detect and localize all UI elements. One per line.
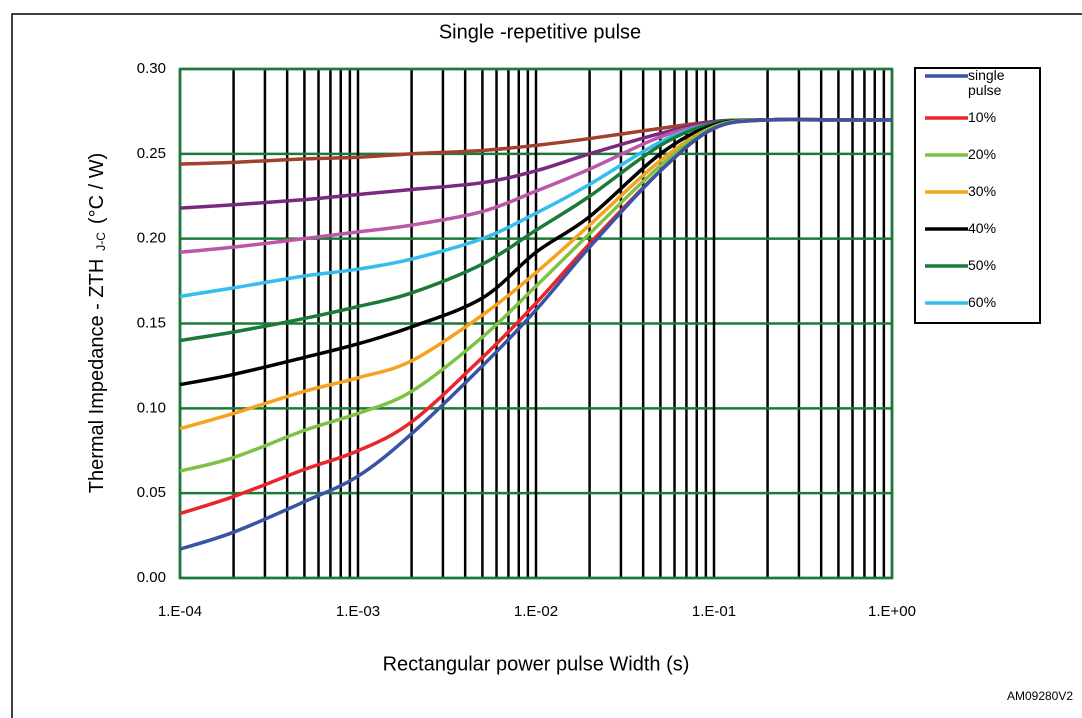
legend-box: [914, 67, 1041, 324]
y-tick-label: 0.15: [137, 314, 166, 331]
legend-item: single pulse: [968, 68, 1005, 98]
y-tick-label: 0.10: [137, 399, 166, 416]
legend-label: single pulse: [968, 68, 1005, 98]
legend-item: 10%: [968, 110, 997, 125]
legend-label: 30%: [968, 184, 997, 199]
x-tick-label: 1.E-02: [514, 603, 558, 620]
y-axis-label-unit: (°C / W): [86, 153, 108, 224]
footnote: AM09280V2: [1007, 689, 1073, 703]
chart-title: Single -repetitive pulse: [439, 21, 641, 43]
legend-item: 30%: [968, 184, 997, 199]
x-tick-label: 1.E-03: [336, 603, 380, 620]
x-tick-label: 1.E-04: [158, 603, 202, 620]
legend-label: 40%: [968, 221, 997, 236]
legend-label: 50%: [968, 258, 997, 273]
x-tick-label: 1.E-01: [692, 603, 736, 620]
legend-item: 60%: [968, 295, 997, 310]
y-tick-label: 0.20: [137, 230, 166, 247]
y-tick-label: 0.05: [137, 484, 166, 501]
legend-label: 60%: [968, 295, 997, 310]
series-line: [179, 117, 892, 551]
plot-border: [178, 67, 894, 580]
x-tick-label: 1.E+00: [868, 603, 916, 620]
y-axis-label: Thermal Impedance - ZTH J-C (°C / W): [86, 153, 108, 494]
x-axis-label: Rectangular power pulse Width (s): [383, 653, 690, 675]
y-tick-label: 0.00: [137, 569, 166, 586]
legend-label: 20%: [968, 147, 997, 162]
frame: [11, 13, 1082, 718]
legend-item: 40%: [968, 221, 997, 236]
y-tick-label: 0.25: [137, 145, 166, 162]
legend-label: 10%: [968, 110, 997, 125]
y-axis-label-sub: J-C: [94, 232, 108, 251]
legend-item: 50%: [968, 258, 997, 273]
y-axis-label-main: Thermal Impedance - ZTH: [86, 259, 108, 494]
y-tick-label: 0.30: [137, 60, 166, 77]
legend-item: 20%: [968, 147, 997, 162]
